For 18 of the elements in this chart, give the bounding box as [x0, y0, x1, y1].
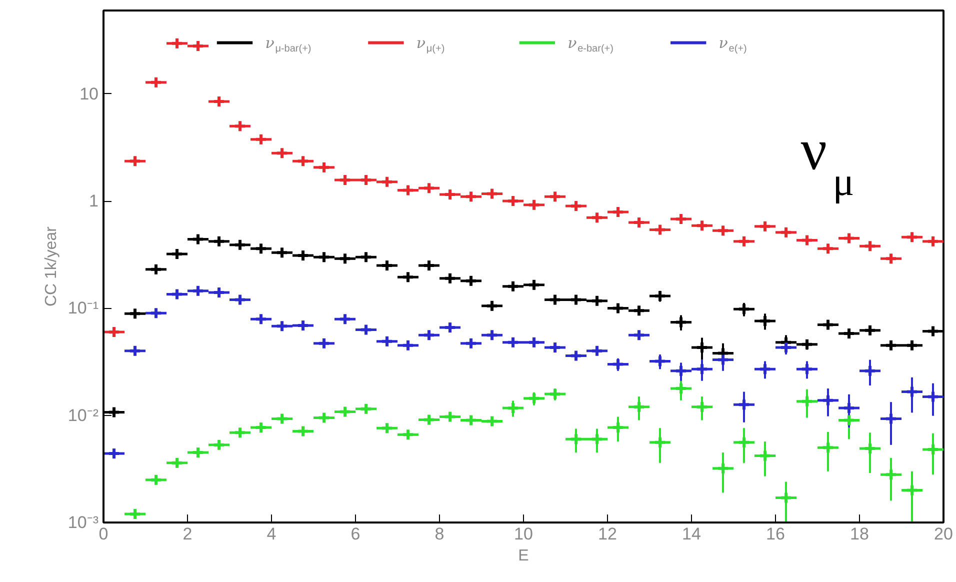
y-axis-title: CC 1k/year [42, 226, 60, 307]
x-tick-label: 2 [182, 524, 192, 544]
x-tick-label: 16 [766, 524, 785, 544]
y-tick-label: 10⁻³ [68, 513, 99, 532]
x-tick-label: 18 [850, 524, 869, 544]
y-tick-label: 1 [89, 192, 99, 211]
x-tick-label: 6 [350, 524, 360, 544]
x-tick-label: 4 [266, 524, 276, 544]
x-tick-label: 10 [514, 524, 533, 544]
x-tick-label: 0 [98, 524, 108, 544]
x-axis-title: E [518, 548, 529, 564]
x-tick-label: 8 [434, 524, 444, 544]
x-tick-label: 20 [934, 524, 953, 544]
x-tick-label: 14 [682, 524, 701, 544]
x-tick-label: 12 [598, 524, 617, 544]
y-tick-label: 10 [80, 84, 99, 104]
y-tick-label: 10⁻² [68, 406, 99, 425]
y-tick-label: 10⁻¹ [68, 298, 99, 318]
